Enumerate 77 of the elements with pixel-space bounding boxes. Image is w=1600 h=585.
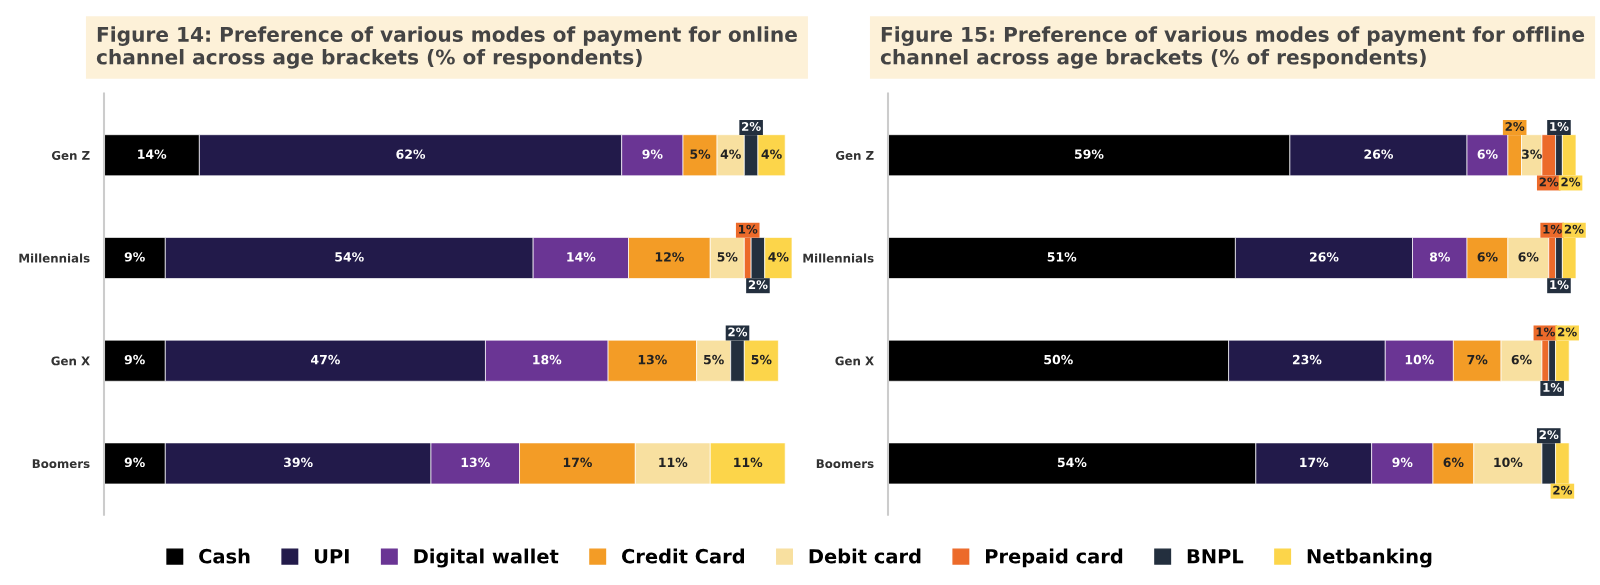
data-label: 1% xyxy=(1543,224,1562,234)
data-label: 4% xyxy=(761,149,782,159)
data-label: 3% xyxy=(1521,149,1542,159)
data-label: 9% xyxy=(124,252,145,262)
data-label: 59% xyxy=(1074,149,1104,159)
legend-label: Digital wallet xyxy=(414,548,559,568)
data-label: 2% xyxy=(1558,327,1577,337)
data-label: 6% xyxy=(1443,457,1464,468)
data-label: 6% xyxy=(1477,149,1498,159)
data-label: 2% xyxy=(748,280,768,290)
legend-label: Prepaid card xyxy=(986,548,1123,568)
data-label: 2% xyxy=(1539,430,1559,440)
data-label: 2% xyxy=(742,122,761,131)
data-label: 5% xyxy=(751,354,772,365)
data-label: 1% xyxy=(1536,327,1555,337)
data-label: 14% xyxy=(567,252,596,262)
data-label: 39% xyxy=(284,457,313,468)
data-label: 23% xyxy=(1292,354,1322,365)
data-label: 17% xyxy=(1300,457,1329,468)
data-label: 51% xyxy=(1047,252,1077,262)
data-label: 1% xyxy=(1550,122,1569,131)
data-label: 1% xyxy=(739,224,758,234)
data-label: 4% xyxy=(720,149,741,159)
data-label: 11% xyxy=(734,457,763,468)
data-label: 62% xyxy=(396,149,426,159)
legend-label: Cash xyxy=(199,548,250,564)
data-label: 2% xyxy=(1564,224,1584,234)
data-label: 5% xyxy=(690,149,711,159)
data-label: 6% xyxy=(1477,252,1498,262)
data-label: 2% xyxy=(1553,485,1573,495)
data-label: 18% xyxy=(533,354,562,365)
chart-title: Figure 15: Preference of various modes of payment for offline channel across age brackets (% of respondents) xyxy=(880,26,1585,69)
data-label: 1% xyxy=(1543,382,1562,392)
data-label: 54% xyxy=(335,252,364,262)
data-label: 9% xyxy=(1392,457,1413,468)
legend-label: UPI xyxy=(314,549,349,564)
data-label: 13% xyxy=(638,354,667,365)
legend-label: Netbanking xyxy=(1307,548,1432,568)
data-label: 4% xyxy=(768,252,789,262)
data-label: 1% xyxy=(1550,280,1569,290)
y-tick-label: Millennials xyxy=(19,253,90,263)
data-label: 12% xyxy=(655,252,684,262)
y-tick-label: Gen Z xyxy=(51,150,90,160)
data-label: 13% xyxy=(461,457,490,468)
data-label: 6% xyxy=(1518,252,1539,262)
y-tick-label: Millennials xyxy=(803,253,874,263)
data-label: 54% xyxy=(1057,457,1087,468)
data-label: 8% xyxy=(1429,252,1450,262)
data-label: 10% xyxy=(1494,457,1523,468)
data-label: 9% xyxy=(124,354,145,365)
data-label: 11% xyxy=(659,457,688,468)
data-label: 9% xyxy=(124,457,145,468)
y-tick-label: Gen X xyxy=(835,356,874,366)
data-label: 2% xyxy=(1505,122,1525,131)
chart-title: Figure 14: Preference of various modes of payment for online channel across age brackets (% of respondents) xyxy=(96,26,797,69)
data-label: 9% xyxy=(642,149,663,159)
y-tick-label: Gen Z xyxy=(835,150,874,160)
legend-label: BNPL xyxy=(1187,549,1244,564)
y-tick-label: Boomers xyxy=(816,459,874,469)
data-label: 5% xyxy=(704,354,724,365)
data-label: 7% xyxy=(1467,354,1488,365)
data-label: 47% xyxy=(310,354,340,365)
data-label: 5% xyxy=(717,252,738,262)
data-label: 26% xyxy=(1364,149,1394,159)
legend-label: Debit card xyxy=(809,548,921,564)
y-tick-label: Boomers xyxy=(32,459,90,469)
data-label: 50% xyxy=(1044,354,1073,365)
data-label: 26% xyxy=(1309,252,1339,262)
data-label: 14% xyxy=(138,149,167,159)
data-label: 2% xyxy=(1561,177,1581,187)
y-tick-label: Gen X xyxy=(51,356,90,366)
data-label: 17% xyxy=(563,457,592,468)
data-label: 6% xyxy=(1511,354,1532,365)
data-label: 10% xyxy=(1405,354,1434,365)
data-label: 2% xyxy=(1539,177,1559,187)
legend-label: Credit Card xyxy=(622,548,744,564)
data-label: 2% xyxy=(728,327,748,337)
